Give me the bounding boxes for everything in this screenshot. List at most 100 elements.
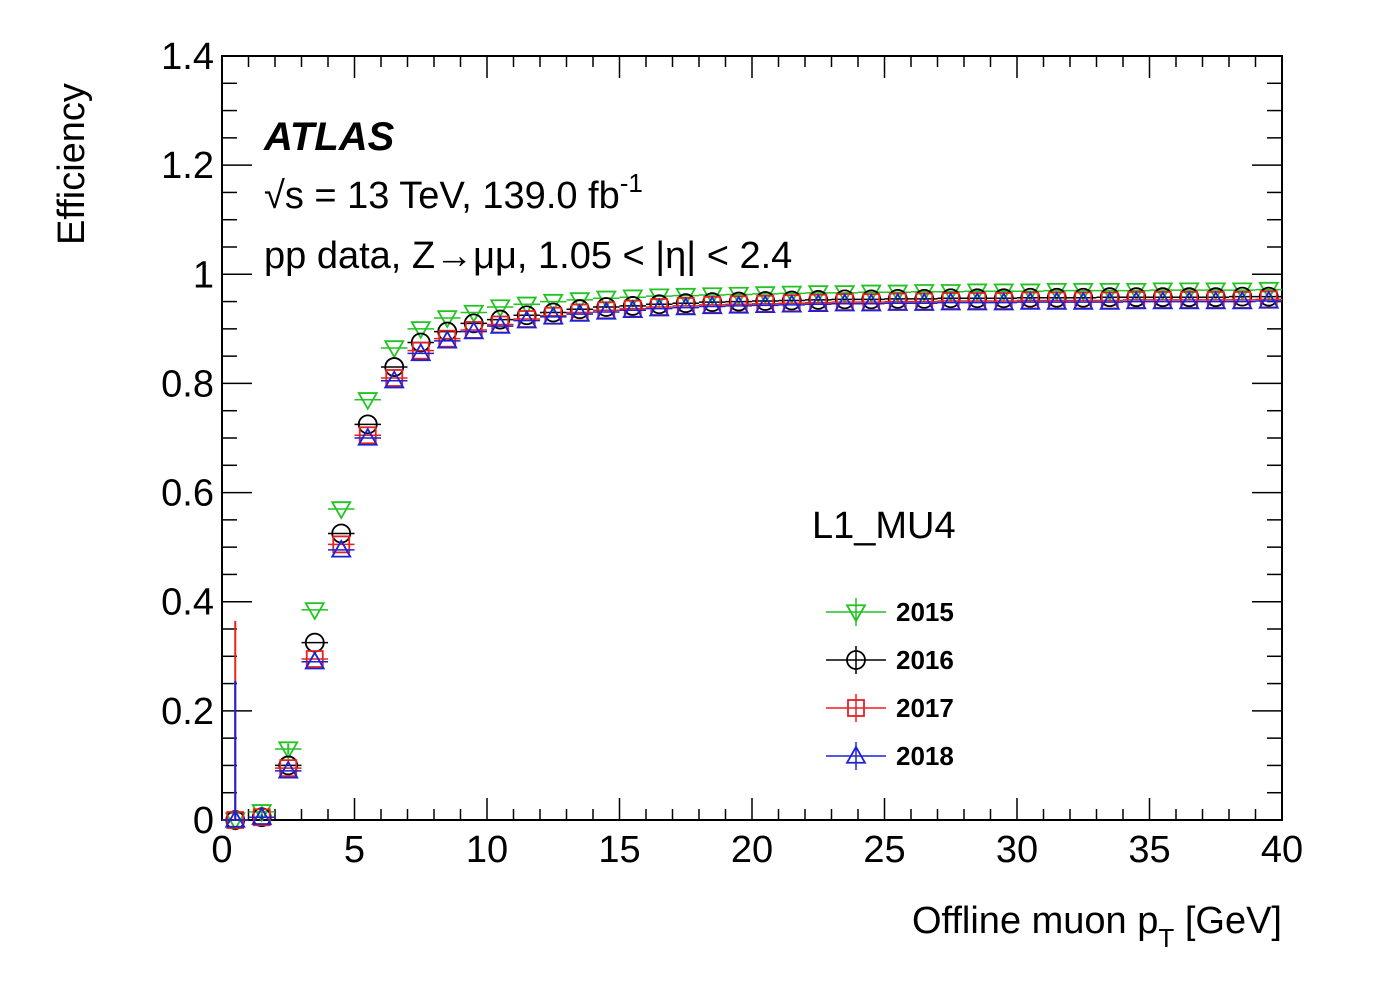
data-point: [1178, 290, 1200, 310]
data-point: [596, 297, 617, 317]
data-point: [1205, 290, 1227, 310]
legend-marker: [845, 604, 867, 623]
selection-label: pp data, Z→μμ, 1.05 < |η| < 2.4: [264, 235, 792, 277]
data-point: [648, 297, 670, 317]
x-tick-label: 25: [863, 829, 905, 871]
data-point: [1046, 287, 1067, 308]
data-point: [914, 288, 935, 309]
y-axis-title: Efficiency: [51, 83, 93, 245]
data-point: [304, 602, 326, 621]
data-series: [222, 281, 1282, 831]
x-tick-label: 35: [1128, 829, 1170, 871]
data-point: [755, 291, 776, 311]
axis-ticks: 0 5 10 15 20 25 30 35 40 0 0.2 0.4 0.6 0.8 1 1.2 1.4: [161, 36, 1303, 871]
data-point: [357, 414, 378, 435]
data-point: [516, 309, 538, 329]
data-point: [622, 296, 643, 316]
data-point: [887, 288, 908, 309]
y-tick-label: 1: [193, 254, 214, 296]
data-point: [278, 755, 299, 776]
data-point: [1231, 290, 1253, 310]
data-point: [251, 804, 273, 823]
x-tick-label: 30: [996, 829, 1038, 871]
data-point: [754, 294, 776, 314]
data-point: [967, 288, 988, 309]
legend-label: 2018: [896, 741, 954, 771]
legend-entry-2018: 2018: [826, 741, 954, 771]
data-point: [436, 310, 458, 329]
y-tick-label: 1.2: [161, 145, 214, 187]
data-point: [702, 292, 723, 313]
data-point: [490, 309, 511, 330]
legend-label: 2016: [896, 645, 954, 675]
data-point: [860, 292, 882, 312]
data-point: [436, 330, 458, 349]
data-point: [1020, 287, 1041, 308]
data-point: [516, 296, 538, 316]
data-point: [1152, 290, 1174, 310]
x-tick-label: 10: [466, 829, 508, 871]
data-point: [675, 287, 697, 307]
data-point: [543, 302, 564, 323]
data-point: [332, 535, 351, 554]
data-point: [808, 290, 829, 310]
data-point: [463, 320, 485, 340]
legend-entry-2015: 2015: [826, 597, 954, 627]
data-point: [383, 369, 405, 389]
data-point: [1179, 287, 1200, 308]
y-tick-label: 0.4: [161, 582, 214, 624]
data-point: [675, 293, 696, 314]
data-point: [728, 291, 749, 312]
data-point: [1205, 287, 1226, 308]
legend-label: 2017: [896, 693, 954, 723]
data-point: [277, 760, 299, 779]
data-point: [781, 294, 803, 313]
data-point: [277, 741, 299, 760]
data-point: [1019, 291, 1041, 310]
data-point: [489, 315, 511, 334]
data-point: [993, 288, 1014, 309]
data-point: [1046, 291, 1068, 310]
x-tick-label: 15: [598, 829, 640, 871]
data-point: [569, 299, 590, 320]
experiment-label: ATLAS: [263, 115, 395, 159]
data-point: [1258, 290, 1280, 309]
y-tick-label: 0.6: [161, 473, 214, 515]
data-point: [463, 304, 485, 324]
legend-entry-2017: 2017: [826, 693, 954, 723]
data-point: [993, 291, 1015, 311]
data-point: [649, 294, 670, 315]
legend: 2015 2016 2017 2018: [826, 597, 954, 771]
series-2016: [222, 286, 1282, 830]
data-point: [410, 321, 432, 340]
series-2015: [222, 281, 1282, 831]
data-point: [304, 650, 326, 670]
data-point: [1073, 287, 1094, 308]
data-point: [1232, 286, 1253, 307]
data-point: [834, 292, 856, 312]
legend-label: 2015: [896, 597, 954, 627]
data-point: [834, 289, 855, 310]
legend-title: L1_MU4: [812, 505, 956, 547]
legend-marker: [846, 650, 866, 670]
data-point: [940, 288, 961, 309]
data-point: [410, 332, 431, 353]
data-point: [410, 342, 432, 362]
y-tick-label: 0.8: [161, 363, 214, 405]
data-point: [516, 305, 537, 326]
data-point: [357, 427, 379, 446]
data-point: [701, 295, 723, 315]
data-point: [357, 392, 379, 411]
data-point: [913, 292, 935, 311]
data-point: [330, 501, 352, 520]
y-tick-label: 0: [193, 800, 214, 842]
y-tick-label: 1.4: [161, 36, 214, 78]
data-point: [1099, 291, 1121, 310]
data-point: [966, 291, 988, 311]
data-point: [861, 289, 882, 310]
x-tick-label: 40: [1261, 829, 1303, 871]
data-point: [595, 301, 617, 320]
series-2018: [222, 290, 1282, 828]
data-point: [622, 299, 644, 318]
